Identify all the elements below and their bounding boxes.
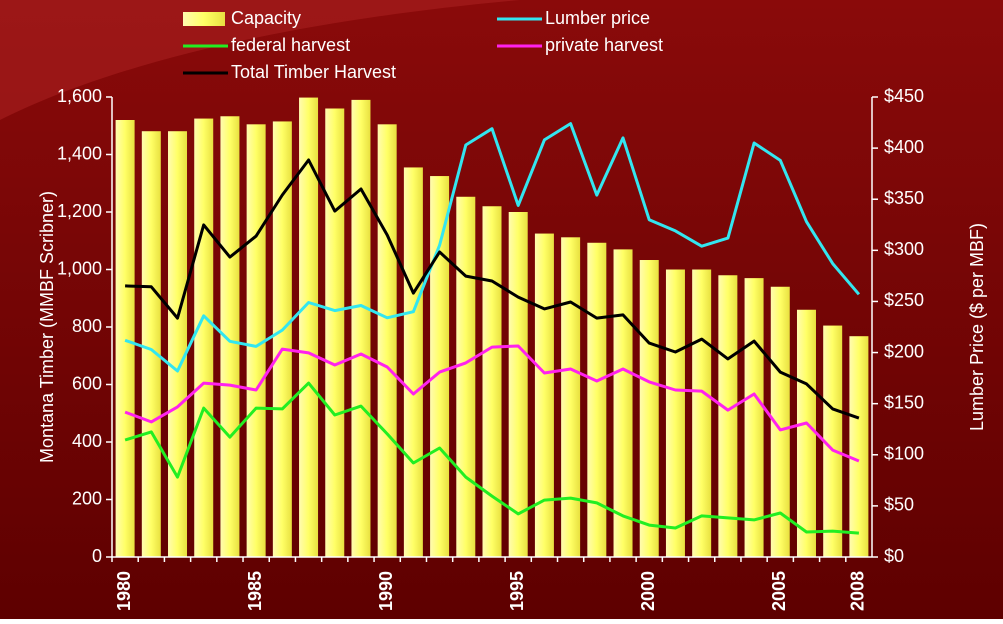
bar bbox=[534, 233, 554, 557]
legend-label: Capacity bbox=[231, 8, 301, 28]
bar bbox=[744, 278, 764, 557]
y-axis-label: Montana Timber (MMBF Scribner) bbox=[37, 191, 57, 463]
y2-tick-label: $100 bbox=[884, 444, 924, 464]
bar bbox=[796, 309, 816, 557]
bar bbox=[718, 275, 738, 557]
y2-tick-label: $50 bbox=[884, 495, 914, 515]
bar bbox=[141, 131, 161, 557]
bar bbox=[456, 196, 476, 557]
bar bbox=[194, 118, 214, 557]
legend-label: Lumber price bbox=[545, 8, 650, 28]
bar bbox=[168, 131, 188, 557]
bar bbox=[613, 249, 633, 557]
y2-tick-label: $400 bbox=[884, 137, 924, 157]
y-tick-label: 600 bbox=[72, 373, 102, 393]
legend-label: Total Timber Harvest bbox=[231, 62, 396, 82]
bar bbox=[220, 116, 240, 557]
bar bbox=[299, 97, 319, 557]
y2-tick-label: $200 bbox=[884, 341, 924, 361]
x-tick-label: 2005 bbox=[769, 571, 789, 611]
line-series bbox=[124, 381, 860, 535]
y2-tick-label: $300 bbox=[884, 239, 924, 259]
bar bbox=[351, 99, 371, 557]
bar bbox=[639, 260, 659, 557]
y2-axis-label: Lumber Price ($ per MBF) bbox=[967, 223, 987, 431]
bar bbox=[508, 212, 528, 557]
y-tick-label: 800 bbox=[72, 316, 102, 336]
legend-label: private harvest bbox=[545, 35, 663, 55]
y2-tick-label: $0 bbox=[884, 546, 904, 566]
bar bbox=[482, 206, 502, 557]
y-tick-label: 1,400 bbox=[57, 143, 102, 163]
x-tick-label: 1995 bbox=[507, 571, 527, 611]
bar bbox=[587, 242, 607, 557]
bar bbox=[430, 176, 450, 557]
bar bbox=[849, 336, 869, 557]
bar bbox=[115, 120, 135, 557]
y-tick-label: 1,200 bbox=[57, 201, 102, 221]
x-tick-label: 2000 bbox=[638, 571, 658, 611]
bar bbox=[823, 325, 843, 557]
bar bbox=[403, 167, 423, 557]
y2-tick-label: $450 bbox=[884, 86, 924, 106]
y-tick-label: 1,000 bbox=[57, 258, 102, 278]
x-tick-label: 1980 bbox=[114, 571, 134, 611]
y2-tick-label: $150 bbox=[884, 392, 924, 412]
bar bbox=[377, 124, 397, 557]
y2-tick-label: $350 bbox=[884, 188, 924, 208]
bar bbox=[770, 286, 790, 557]
x-tick-label: 1990 bbox=[376, 571, 396, 611]
bar bbox=[325, 108, 345, 557]
y-tick-label: 1,600 bbox=[57, 86, 102, 106]
y-tick-label: 0 bbox=[92, 546, 102, 566]
legend-swatch bbox=[183, 12, 225, 26]
legend-label: federal harvest bbox=[231, 35, 350, 55]
bar bbox=[561, 237, 581, 558]
bar bbox=[246, 124, 266, 557]
y2-tick-label: $250 bbox=[884, 290, 924, 310]
bar bbox=[692, 269, 712, 557]
line-series bbox=[124, 122, 861, 373]
x-tick-label: 1985 bbox=[245, 571, 265, 611]
line-series bbox=[125, 158, 860, 420]
y-tick-label: 400 bbox=[72, 431, 102, 451]
line-series bbox=[124, 344, 860, 463]
x-tick-label: 2008 bbox=[848, 571, 868, 611]
swoosh bbox=[0, 0, 520, 120]
y-tick-label: 200 bbox=[72, 488, 102, 508]
bar bbox=[272, 121, 292, 557]
bar bbox=[665, 269, 685, 557]
